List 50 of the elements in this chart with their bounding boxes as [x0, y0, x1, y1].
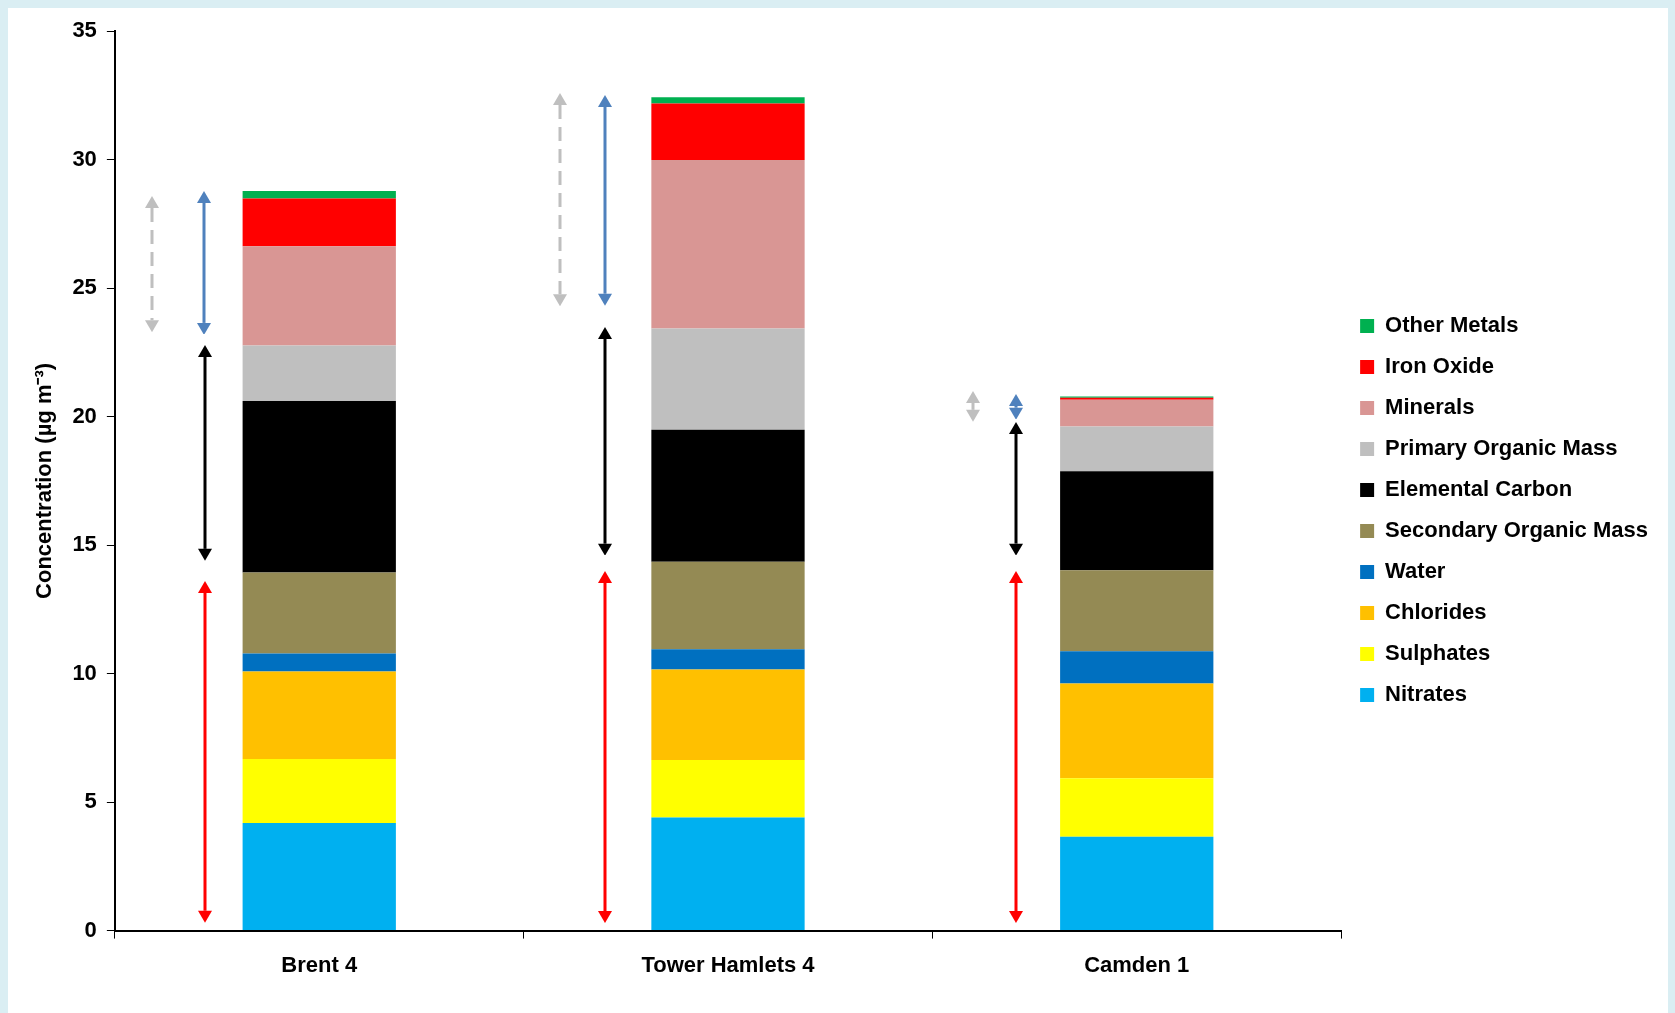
legend-label: Chlorides	[1385, 599, 1487, 625]
bar	[242, 345, 396, 401]
y-tick-label: 5	[84, 788, 97, 814]
y-tick-label: 15	[72, 531, 97, 557]
bar	[242, 191, 396, 199]
bar	[1060, 399, 1214, 427]
bar	[651, 97, 805, 104]
bar	[242, 198, 396, 247]
bar	[242, 246, 396, 346]
bar	[1060, 836, 1214, 931]
legend-label: Minerals	[1385, 394, 1475, 420]
legend-label: Primary Organic Mass	[1385, 435, 1618, 461]
bar	[1060, 683, 1214, 779]
bar	[651, 759, 805, 818]
bar	[651, 561, 805, 650]
bar	[1060, 426, 1214, 472]
legend-label: Water	[1385, 558, 1446, 584]
bar	[1060, 778, 1214, 837]
bar	[651, 649, 805, 670]
bar	[651, 328, 805, 430]
bar	[1060, 651, 1214, 684]
bar	[242, 572, 396, 654]
bar	[242, 758, 396, 823]
y-tick-label: 30	[72, 145, 97, 171]
bar	[651, 669, 805, 760]
bar	[242, 822, 396, 931]
bar	[651, 817, 805, 931]
bar	[651, 429, 805, 562]
bar	[242, 400, 396, 573]
y-tick-label: 20	[72, 402, 97, 428]
y-tick-label: 0	[84, 916, 97, 942]
legend-label: Iron Oxide	[1385, 353, 1494, 379]
y-tick-label: 25	[72, 274, 97, 300]
y-tick-label: 10	[72, 659, 97, 685]
x-tick-label: Camden 1	[1084, 951, 1190, 977]
bar	[651, 159, 805, 329]
bar	[242, 671, 396, 759]
bar	[1060, 471, 1214, 571]
bar	[1060, 570, 1214, 652]
legend-label: Nitrates	[1385, 681, 1468, 707]
y-axis-title: Concentration (µg m⁻³)	[31, 362, 57, 599]
legend-label: Sulphates	[1385, 640, 1491, 666]
bar	[242, 653, 396, 672]
legend-label: Other Metals	[1385, 312, 1519, 338]
x-tick-label: Tower Hamlets 4	[641, 951, 816, 977]
legend-label: Secondary Organic Mass	[1385, 517, 1649, 543]
x-tick-label: Brent 4	[281, 951, 358, 977]
y-tick-label: 35	[72, 17, 97, 43]
bar	[651, 103, 805, 160]
legend-label: Elemental Carbon	[1385, 476, 1573, 502]
